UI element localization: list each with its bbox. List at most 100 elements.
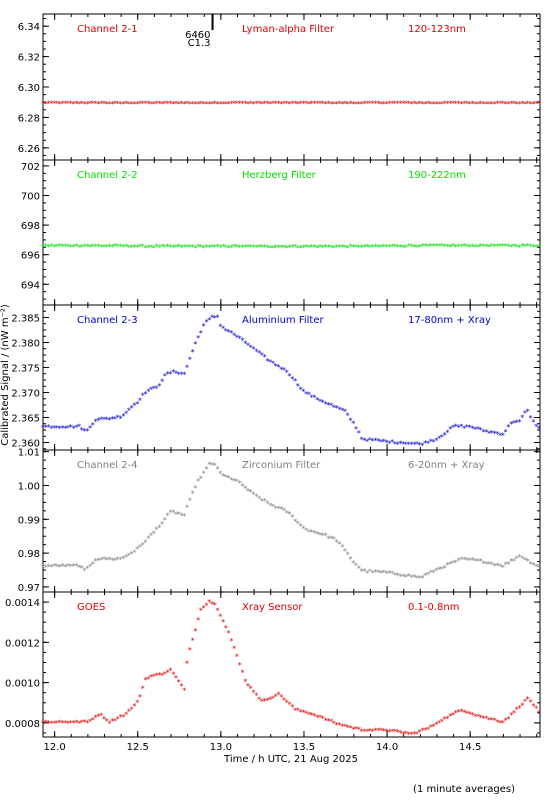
data-point: * <box>282 696 286 705</box>
data-point: * <box>127 551 131 560</box>
data-point: * <box>335 243 339 252</box>
data-point: * <box>227 474 231 483</box>
data-point: * <box>249 100 253 109</box>
data-point: * <box>335 538 339 547</box>
data-point: * <box>152 244 156 253</box>
y-tick-label: 2.370 <box>11 389 40 400</box>
data-point: * <box>476 243 480 252</box>
data-point: * <box>337 243 341 252</box>
data-point: * <box>531 243 535 252</box>
y-tick-label: 6.28 <box>18 113 40 124</box>
data-point: * <box>517 553 521 562</box>
data-point: * <box>41 719 45 728</box>
data-point: * <box>454 709 458 718</box>
data-point: * <box>537 563 541 572</box>
data-point: * <box>324 243 328 252</box>
data-point: * <box>362 243 366 252</box>
data-point: * <box>385 243 389 252</box>
data-point: * <box>235 652 239 661</box>
data-point: * <box>232 100 236 109</box>
data-point: * <box>343 243 347 252</box>
data-point: * <box>426 440 430 449</box>
data-point: * <box>127 100 131 109</box>
data-point: * <box>229 476 233 485</box>
data-point: * <box>257 100 261 109</box>
data-point: * <box>318 243 322 252</box>
data-point: * <box>418 574 422 583</box>
data-point: * <box>260 698 264 707</box>
data-point: * <box>71 562 75 571</box>
data-point: * <box>293 377 297 386</box>
data-point: * <box>360 727 364 736</box>
data-point: * <box>481 428 485 437</box>
data-point: * <box>119 415 123 424</box>
data-point: * <box>487 429 491 438</box>
data-point: * <box>276 244 280 253</box>
data-point: * <box>282 100 286 109</box>
data-point: * <box>385 569 389 578</box>
data-point: * <box>218 469 222 478</box>
data-point: * <box>235 100 239 109</box>
data-point: * <box>534 100 538 109</box>
data-point: * <box>376 243 380 252</box>
data-point: * <box>199 99 203 108</box>
data-point: * <box>155 100 159 109</box>
data-point: * <box>418 728 422 737</box>
data-point: * <box>337 405 341 414</box>
data-point: * <box>74 242 78 251</box>
data-point: * <box>415 243 419 252</box>
data-point: * <box>60 424 64 433</box>
data-point: * <box>157 524 161 533</box>
data-point: * <box>307 100 311 109</box>
data-point: * <box>398 572 402 581</box>
data-point: * <box>96 100 100 109</box>
data-point: * <box>304 100 308 109</box>
data-point: * <box>177 243 181 252</box>
data-point: * <box>83 718 87 727</box>
data-point: * <box>74 100 78 109</box>
data-point: * <box>285 369 289 378</box>
data-point: * <box>166 100 170 109</box>
data-point: * <box>360 435 364 444</box>
data-point: * <box>144 100 148 109</box>
data-point: * <box>105 243 109 252</box>
data-point: * <box>257 349 261 358</box>
data-point: * <box>52 562 56 571</box>
data-point: * <box>113 717 117 726</box>
data-point: * <box>365 437 369 446</box>
data-point: * <box>459 243 463 252</box>
data-point: * <box>368 727 372 736</box>
data-point: * <box>102 415 106 424</box>
data-point: * <box>132 702 136 711</box>
data-point: * <box>529 414 533 423</box>
y-tick-label: 0.97 <box>18 583 40 594</box>
data-point: * <box>468 243 472 252</box>
data-point: * <box>279 366 283 375</box>
data-point: * <box>301 99 305 108</box>
data-point: * <box>340 407 344 416</box>
data-point: * <box>191 100 195 109</box>
data-point: * <box>523 100 527 109</box>
data-point: * <box>473 100 477 109</box>
data-point: * <box>293 243 297 252</box>
data-point: * <box>110 100 114 109</box>
data-point: * <box>55 100 59 109</box>
data-point: * <box>337 721 341 730</box>
data-point: * <box>213 100 217 109</box>
data-point: * <box>423 100 427 109</box>
data-point: * <box>240 244 244 253</box>
data-point: * <box>479 242 483 251</box>
data-point: * <box>138 242 142 251</box>
data-point: * <box>479 100 483 109</box>
data-point: * <box>349 100 353 109</box>
data-point: * <box>426 242 430 251</box>
data-point: * <box>310 528 314 537</box>
data-point: * <box>340 100 344 109</box>
data-point: * <box>124 409 128 418</box>
data-point: * <box>360 244 364 253</box>
data-point: * <box>354 725 358 734</box>
data-point: * <box>174 674 178 683</box>
data-point: * <box>326 243 330 252</box>
data-point: * <box>315 530 319 539</box>
